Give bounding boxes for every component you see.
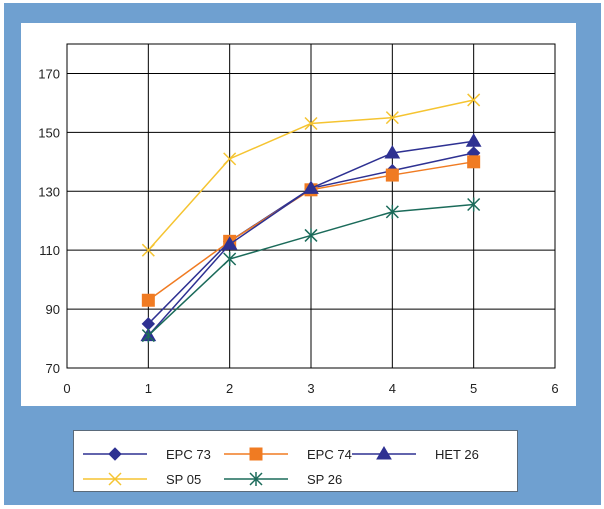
data-point-sp-26	[385, 204, 399, 219]
data-point-het-26	[384, 144, 401, 159]
legend-marker-sp-26	[249, 472, 263, 486]
y-tick-label: 70	[46, 361, 60, 376]
data-point-sp-26	[467, 197, 481, 212]
data-point-epc-74	[385, 168, 399, 182]
data-point-sp-05	[223, 152, 237, 166]
legend-label-epc-73: EPC 73	[166, 447, 211, 462]
legend-marker-epc-73	[108, 447, 122, 461]
legend	[73, 430, 518, 492]
legend-label-epc-74: EPC 74	[307, 447, 352, 462]
data-point-sp-26	[223, 252, 237, 267]
data-point-sp-05	[141, 243, 155, 257]
y-tick-label: 150	[38, 125, 60, 140]
data-point-sp-26	[304, 228, 318, 243]
legend-label-het-26: HET 26	[435, 447, 479, 462]
plot-area-background	[21, 23, 576, 406]
y-tick-label: 170	[38, 66, 60, 81]
x-tick-label: 2	[226, 381, 233, 396]
y-tick-label: 110	[39, 243, 60, 258]
y-tick-label: 130	[38, 184, 60, 199]
x-tick-label: 0	[63, 381, 70, 396]
x-tick-label: 6	[551, 381, 558, 396]
data-point-het-26	[221, 236, 238, 250]
legend-marker-epc-74	[249, 447, 263, 461]
legend-label-sp-26: SP 26	[307, 472, 342, 487]
x-tick-label: 1	[145, 381, 152, 396]
data-point-epc-74	[141, 293, 155, 307]
data-point-sp-05	[385, 111, 399, 125]
x-tick-label: 4	[389, 381, 396, 396]
data-point-het-26	[303, 180, 319, 194]
x-tick-label: 5	[470, 381, 477, 396]
data-point-het-26	[465, 133, 482, 147]
data-point-epc-74	[467, 155, 481, 169]
legend-marker-het-26	[376, 446, 392, 460]
data-point-sp-05	[304, 116, 318, 131]
y-tick-label: 90	[46, 302, 60, 317]
legend-label-sp-05: SP 05	[166, 472, 201, 487]
data-point-sp-26	[141, 328, 155, 343]
legend-marker-sp-05	[108, 472, 122, 486]
plot-border	[66, 43, 556, 369]
data-point-sp-05	[467, 93, 481, 107]
x-tick-label: 3	[307, 381, 314, 396]
